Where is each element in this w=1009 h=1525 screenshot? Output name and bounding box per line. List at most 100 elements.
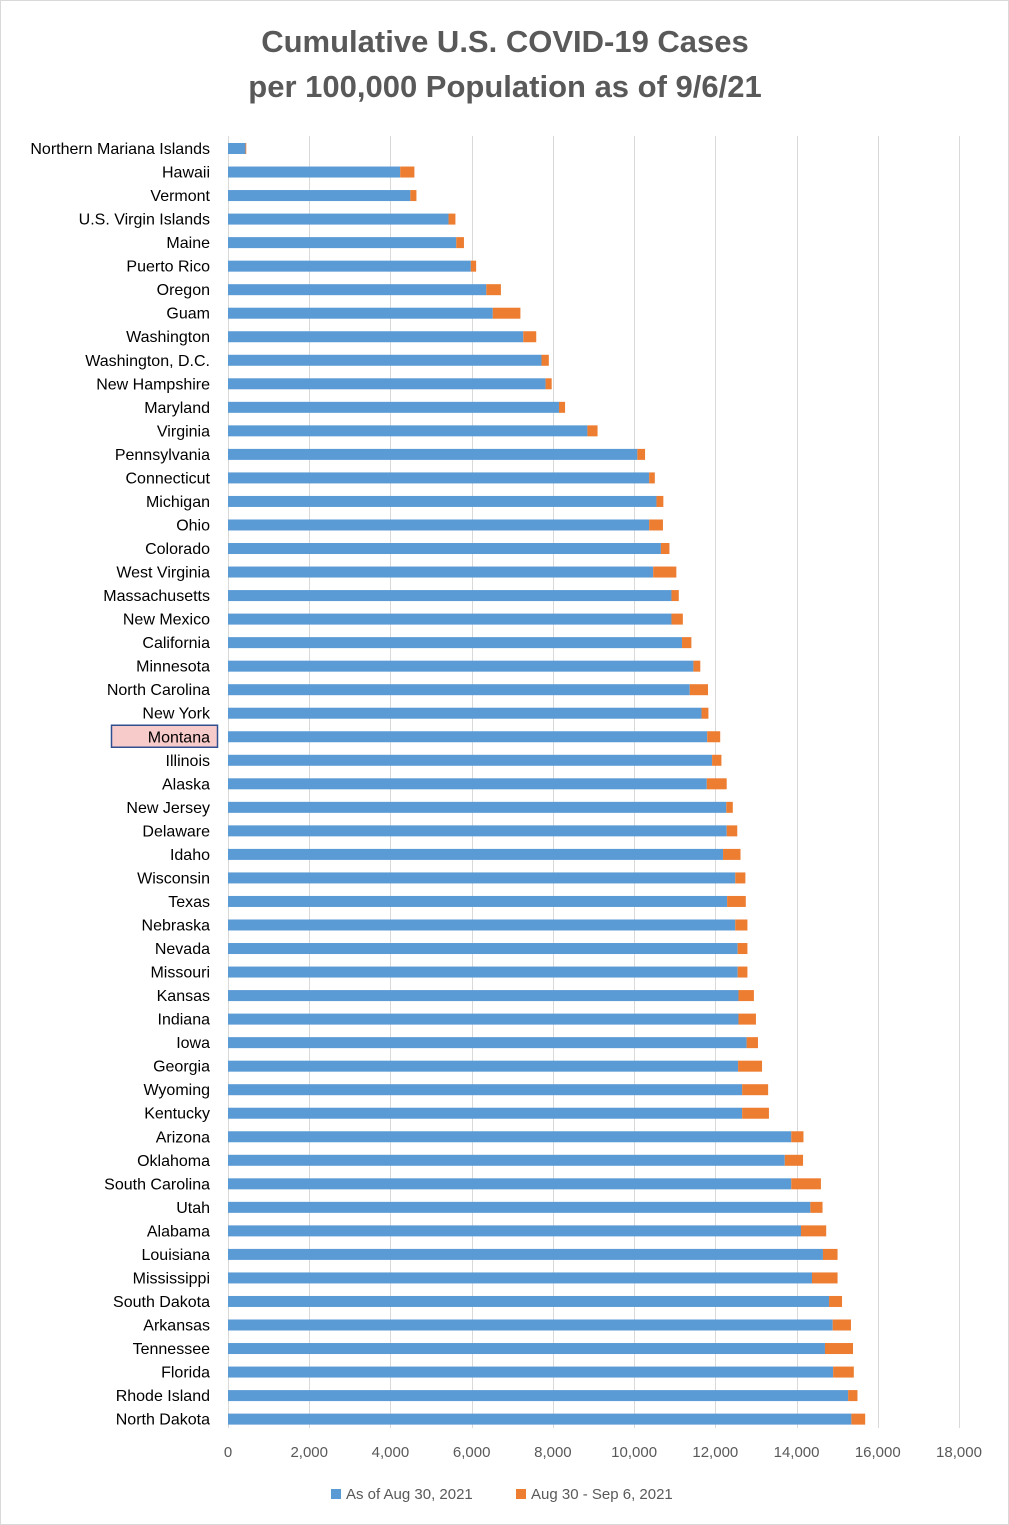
category-label: Rhode Island <box>116 1388 210 1405</box>
bar-as-of-aug-30 <box>228 166 401 178</box>
category-labels: Northern Mariana Islands Hawaii Vermont U.S… <box>30 141 219 1429</box>
bar-aug-30-sep-6 <box>784 1154 804 1166</box>
bar-as-of-aug-30 <box>228 1413 852 1425</box>
category-label: Idaho <box>170 847 210 864</box>
bar-as-of-aug-30 <box>228 260 471 272</box>
bar-aug-30-sep-6 <box>851 1413 866 1425</box>
category-label: Maryland <box>144 400 210 417</box>
x-tick-label: 4,000 <box>372 1444 410 1461</box>
category-label: New Mexico <box>123 612 210 629</box>
category-label: Washington <box>126 329 210 346</box>
x-tick-label: 14,000 <box>774 1444 820 1461</box>
bar-aug-30-sep-6 <box>587 425 598 437</box>
category-label: Indiana <box>158 1012 211 1029</box>
bar-aug-30-sep-6 <box>671 590 679 602</box>
bar-as-of-aug-30 <box>228 990 739 1002</box>
category-label: Hawaii <box>162 165 210 182</box>
category-label: Northern Mariana Islands <box>30 141 210 158</box>
bar-as-of-aug-30 <box>228 448 638 460</box>
bar-as-of-aug-30 <box>228 637 683 649</box>
bar-aug-30-sep-6 <box>726 801 733 813</box>
bar-aug-30-sep-6 <box>545 378 552 390</box>
category-label: West Virginia <box>116 565 210 582</box>
bar-as-of-aug-30 <box>228 1201 811 1213</box>
bar-aug-30-sep-6 <box>410 190 417 202</box>
bar-as-of-aug-30 <box>228 354 542 366</box>
bar-as-of-aug-30 <box>228 284 487 296</box>
category-label: Wisconsin <box>137 870 210 887</box>
bar-aug-30-sep-6 <box>400 166 415 178</box>
bar-as-of-aug-30 <box>228 1248 823 1260</box>
category-label: North Dakota <box>116 1412 210 1429</box>
legend-swatch <box>516 1489 526 1499</box>
bar-as-of-aug-30 <box>228 801 727 813</box>
bar-as-of-aug-30 <box>228 519 650 531</box>
bar-as-of-aug-30 <box>228 943 738 955</box>
bar-aug-30-sep-6 <box>742 1107 769 1119</box>
bar-as-of-aug-30 <box>228 872 736 884</box>
bar-as-of-aug-30 <box>228 919 736 931</box>
bar-aug-30-sep-6 <box>707 731 721 743</box>
chart-title: Cumulative U.S. COVID-19 Cases per 100,0… <box>248 24 761 104</box>
x-tick-label: 6,000 <box>453 1444 491 1461</box>
category-label: Ohio <box>176 517 210 534</box>
bar-as-of-aug-30 <box>228 660 694 672</box>
bar-aug-30-sep-6 <box>723 848 741 860</box>
bar-as-of-aug-30 <box>228 1084 743 1096</box>
bar-aug-30-sep-6 <box>660 543 670 555</box>
x-tick-label: 16,000 <box>855 1444 901 1461</box>
bar-aug-30-sep-6 <box>829 1295 843 1307</box>
bar-as-of-aug-30 <box>228 1295 830 1307</box>
bar-aug-30-sep-6 <box>245 143 247 154</box>
bar-aug-30-sep-6 <box>727 895 746 907</box>
bar-aug-30-sep-6 <box>810 1201 823 1213</box>
bar-as-of-aug-30 <box>228 1131 792 1143</box>
category-label: Nebraska <box>142 917 211 934</box>
category-label: South Carolina <box>104 1176 210 1193</box>
bar-aug-30-sep-6 <box>726 825 738 837</box>
bar-as-of-aug-30 <box>228 895 728 907</box>
bar-as-of-aug-30 <box>228 966 738 978</box>
bar-as-of-aug-30 <box>228 590 672 602</box>
bar-aug-30-sep-6 <box>824 1343 854 1355</box>
bar-as-of-aug-30 <box>228 237 457 249</box>
chart-title-line-2: per 100,000 Population as of 9/6/21 <box>248 69 761 104</box>
category-label: Illinois <box>166 753 210 770</box>
category-label: Guam <box>166 306 210 323</box>
legend-label: Aug 30 - Sep 6, 2021 <box>531 1486 673 1503</box>
bar-as-of-aug-30 <box>228 472 650 484</box>
category-label: Alabama <box>147 1223 210 1240</box>
bar-aug-30-sep-6 <box>738 1013 756 1025</box>
category-label: Missouri <box>150 965 210 982</box>
bar-aug-30-sep-6 <box>671 613 683 625</box>
bar-as-of-aug-30 <box>228 213 449 225</box>
bar-as-of-aug-30 <box>228 684 690 696</box>
bar-aug-30-sep-6 <box>735 919 748 931</box>
category-label: Michigan <box>146 494 210 511</box>
bar-aug-30-sep-6 <box>791 1178 821 1190</box>
bar-aug-30-sep-6 <box>653 566 677 578</box>
bar-aug-30-sep-6 <box>470 260 477 272</box>
category-label: Arizona <box>156 1129 210 1146</box>
bar-aug-30-sep-6 <box>492 307 521 319</box>
category-label: Oregon <box>157 282 210 299</box>
category-label: Mississippi <box>133 1270 210 1287</box>
bar-aug-30-sep-6 <box>791 1131 804 1143</box>
bar-aug-30-sep-6 <box>649 472 655 484</box>
bar-as-of-aug-30 <box>228 1272 812 1284</box>
x-tick-label: 2,000 <box>290 1444 328 1461</box>
category-label: Minnesota <box>136 659 210 676</box>
x-axis-tick-labels: 0 2,000 4,000 6,000 8,000 10,000 12,000 14,000 1… <box>224 1444 982 1461</box>
category-label: Tennessee <box>133 1341 210 1358</box>
x-tick-label: 18,000 <box>936 1444 982 1461</box>
category-label: Utah <box>176 1200 210 1217</box>
bar-aug-30-sep-6 <box>706 778 727 790</box>
bar-as-of-aug-30 <box>228 543 661 555</box>
category-label: New Hampshire <box>96 376 210 393</box>
bar-aug-30-sep-6 <box>742 1084 769 1096</box>
category-label: Nevada <box>155 941 210 958</box>
category-label: Virginia <box>157 423 210 440</box>
category-label: Oklahoma <box>137 1153 210 1170</box>
bar-aug-30-sep-6 <box>486 284 501 296</box>
bar-as-of-aug-30 <box>228 143 246 154</box>
